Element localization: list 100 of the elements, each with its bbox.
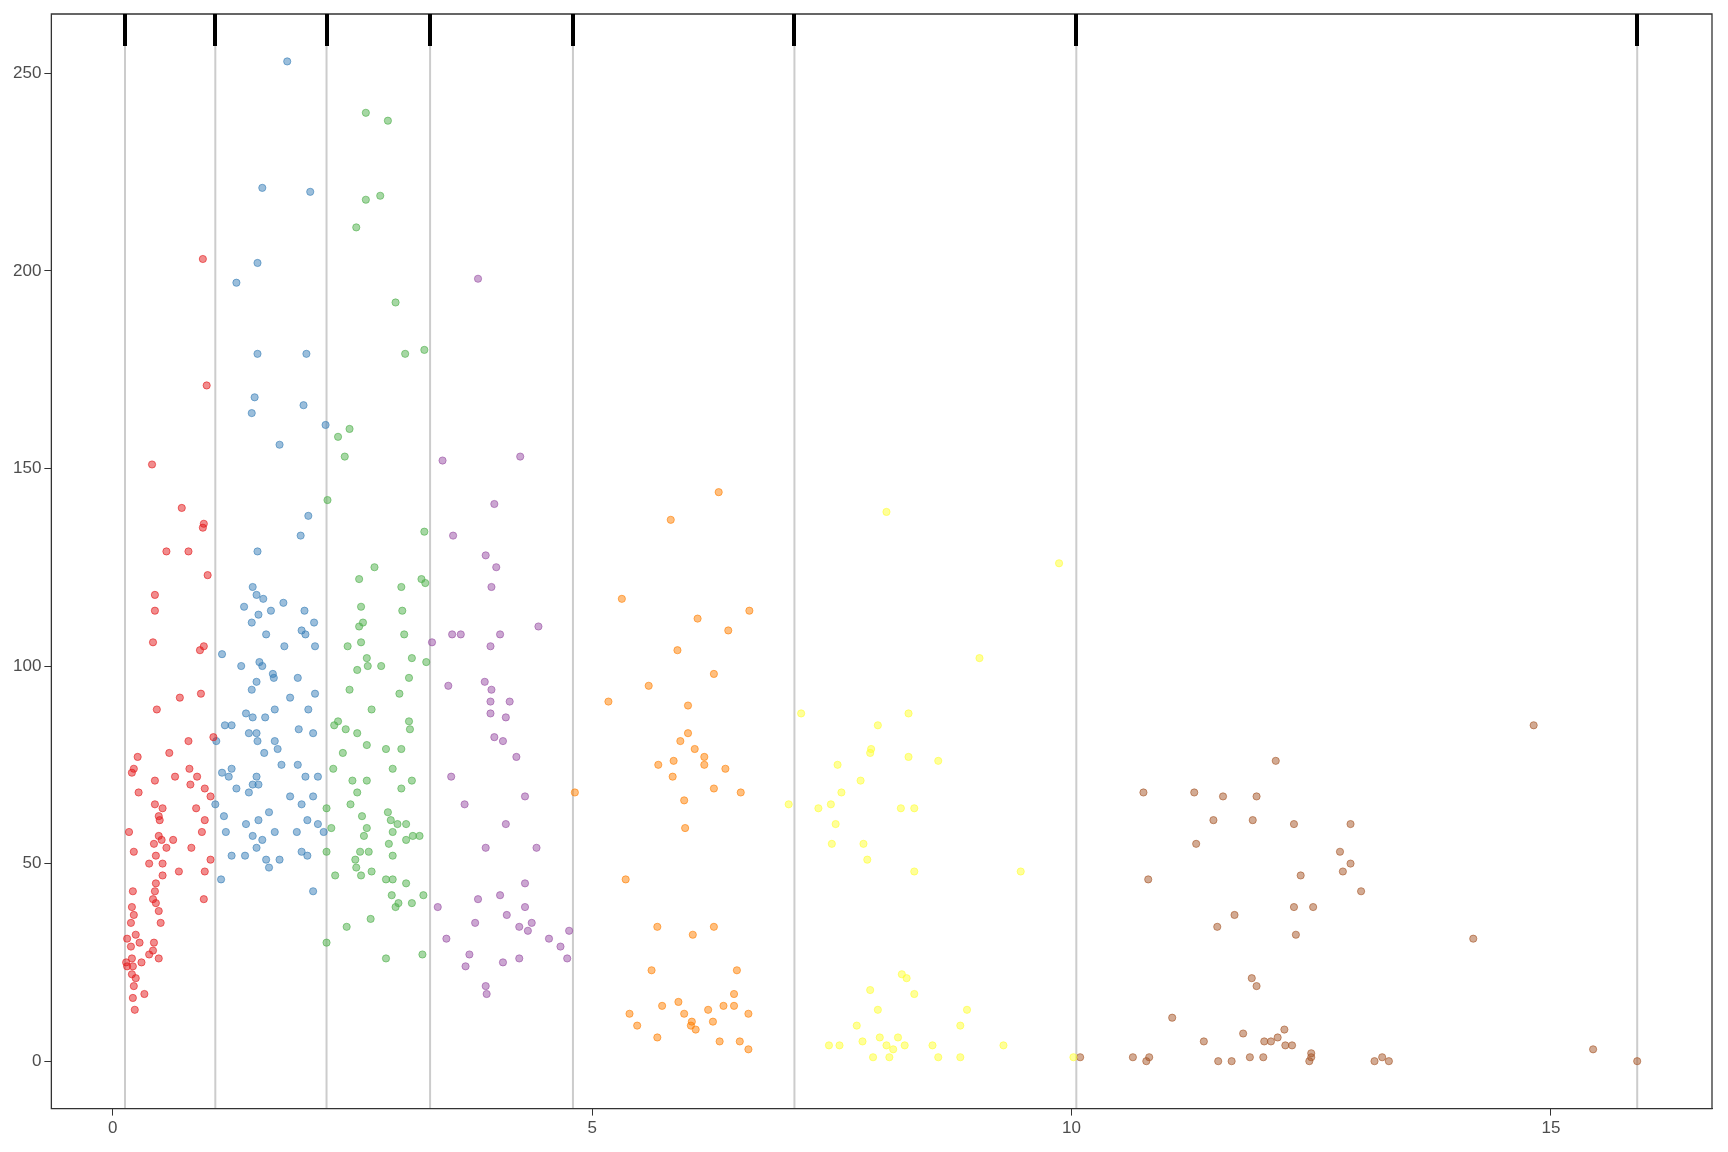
point <box>481 551 490 560</box>
point <box>480 677 489 686</box>
point <box>1384 1057 1393 1066</box>
point <box>465 950 474 959</box>
point <box>1271 756 1280 765</box>
point <box>837 788 846 797</box>
point <box>956 1021 965 1030</box>
point <box>490 733 499 742</box>
point <box>1213 922 1222 931</box>
point <box>433 902 442 912</box>
point <box>644 681 653 690</box>
point <box>456 630 465 639</box>
point <box>647 966 656 975</box>
point <box>745 606 754 615</box>
point <box>654 760 663 769</box>
point <box>910 989 919 999</box>
point <box>471 918 480 927</box>
point <box>520 792 530 801</box>
point <box>444 681 453 690</box>
point <box>1291 930 1300 939</box>
point <box>1245 1053 1254 1062</box>
point <box>516 452 525 461</box>
point <box>563 954 572 963</box>
point <box>1054 559 1064 568</box>
point <box>1016 867 1025 876</box>
y-tick-label: 250 <box>12 62 42 82</box>
point <box>668 772 677 781</box>
point <box>1346 859 1355 868</box>
point <box>962 1005 972 1014</box>
point <box>999 1041 1008 1050</box>
point <box>523 926 532 935</box>
point <box>875 1033 884 1042</box>
point <box>495 891 505 900</box>
point <box>797 709 806 718</box>
point <box>498 958 508 967</box>
point <box>708 1017 718 1026</box>
point <box>1252 982 1261 991</box>
point <box>447 772 456 781</box>
point <box>691 1025 700 1034</box>
point <box>732 966 741 975</box>
point <box>1227 1057 1236 1066</box>
point <box>910 867 919 876</box>
y-tick-label: 50 <box>22 853 42 873</box>
point <box>736 788 745 797</box>
point <box>902 974 911 983</box>
point <box>904 709 913 718</box>
point <box>676 737 685 746</box>
point <box>486 642 495 651</box>
point <box>910 804 919 813</box>
point <box>688 930 697 939</box>
point <box>900 1041 909 1050</box>
point <box>473 895 483 904</box>
x-tick-label: 10 <box>1062 1118 1081 1138</box>
point <box>868 1053 878 1062</box>
point <box>653 1033 662 1042</box>
point <box>674 997 683 1007</box>
point <box>784 800 793 809</box>
point <box>492 563 501 572</box>
point <box>604 697 613 706</box>
point <box>1252 792 1261 801</box>
point <box>858 1037 867 1046</box>
point <box>1335 847 1345 856</box>
y-tick-label: 100 <box>12 655 42 675</box>
point <box>975 654 984 663</box>
point <box>1239 1029 1248 1038</box>
point <box>520 879 530 888</box>
point <box>438 456 447 465</box>
point <box>827 839 836 848</box>
point <box>482 989 491 999</box>
point <box>486 697 495 706</box>
point <box>666 515 675 524</box>
point <box>442 934 451 943</box>
point <box>680 1009 689 1018</box>
point <box>956 1053 965 1062</box>
point <box>873 721 882 730</box>
point <box>544 934 554 943</box>
point <box>893 1033 903 1042</box>
point <box>1370 1057 1379 1066</box>
point <box>1144 875 1153 884</box>
point <box>534 622 543 631</box>
point <box>904 752 913 762</box>
point <box>498 737 508 746</box>
point <box>833 760 842 769</box>
point <box>473 274 483 283</box>
point <box>1469 934 1478 943</box>
point <box>709 784 718 793</box>
point <box>681 823 690 833</box>
point <box>896 804 905 813</box>
point <box>1338 867 1347 876</box>
y-tick-label: 150 <box>12 458 42 478</box>
point <box>448 630 457 639</box>
point <box>1280 1025 1289 1034</box>
point <box>1190 788 1199 797</box>
y-tick-label: 0 <box>31 1050 42 1070</box>
point <box>835 1041 844 1050</box>
point <box>621 875 630 884</box>
point <box>724 626 733 635</box>
point <box>565 926 574 935</box>
point <box>826 800 835 809</box>
point <box>1145 1053 1154 1062</box>
